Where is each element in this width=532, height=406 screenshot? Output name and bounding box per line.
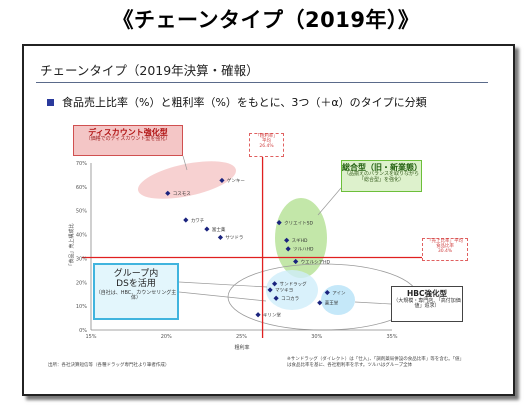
source-footnote: 出所：各社決算短信等（各種ドラッグ専門社より筆者作成）	[48, 363, 170, 368]
general-ellipse	[275, 198, 327, 278]
data-point	[255, 312, 261, 318]
y-tick-label: 50%	[76, 209, 87, 215]
general-callout: 総合型（旧・新業態） （品揃えのバランスを取りながら「総合型」を強化）	[341, 160, 422, 192]
data-point	[267, 287, 273, 293]
discount-callout: ディスカウント強化型 （価格でのディスカウント型を強化）	[73, 125, 183, 156]
avg-food-line1: 「売上比率」平均	[427, 239, 463, 244]
data-point	[272, 281, 278, 287]
data-point	[293, 258, 299, 265]
y-tick-label: 10%	[76, 304, 87, 310]
data-point-label: サツドラ	[225, 235, 243, 241]
x-tick-label: 30%	[311, 334, 322, 340]
avg-margin-line1: 「粗利率」	[255, 134, 278, 139]
avg-margin-line2: 平均	[262, 139, 271, 145]
data-point-label: スギHD	[292, 238, 308, 244]
data-point	[217, 234, 224, 241]
data-point-label: アイン	[332, 290, 346, 296]
x-tick-label: 25%	[236, 334, 247, 340]
data-point	[285, 246, 291, 252]
avg-margin-callout: 「粗利率」 平均 26.4%	[249, 133, 284, 157]
data-point-label: マツキヨ	[275, 288, 293, 294]
page-title: 《チェーンタイプ（2019年）》	[112, 8, 420, 32]
note-footnote: ※サンドラッグ（ダイレクト）は「仕入」、「調剤薬局併設の食品比率」等を含む。「値…	[287, 357, 465, 368]
avg-margin-value: 26.4%	[259, 144, 274, 150]
group-ds-ellipse-inner	[266, 270, 318, 310]
x-tick-label: 20%	[161, 334, 172, 340]
group-ds-callout: グループ内 DSを活用 （自社は、HBC、カウンセリング主体）	[93, 263, 179, 320]
y-tick-label: 70%	[76, 161, 87, 167]
data-point-label: コスモス	[173, 191, 191, 197]
y-tick-label: 0%	[79, 328, 87, 334]
data-point-label: キリン堂	[263, 312, 281, 319]
hbc-callout-sub: （大規模・専門店、「高付加価値」追求）	[393, 297, 461, 310]
slide-subtitle: 食品売上比率（%）と粗利率（%）をもとに、3つ（＋α）のタイプに分類	[62, 96, 427, 109]
general-callout-sub: （品揃えのバランスを取りながら「総合型」を強化）	[344, 171, 419, 183]
avg-food-ratio-callout: 「売上比率」平均 食品比率 30.4%	[422, 238, 468, 261]
y-tick-label: 20%	[76, 280, 87, 286]
general-callout-title: 総合型（旧・新業態）	[342, 163, 422, 172]
data-point-label: サンドラッグ	[280, 281, 307, 288]
group-ds-callout-sub: （自社は、HBC、カウンセリング主体）	[95, 289, 177, 302]
y-tick-label: 60%	[76, 185, 87, 191]
data-point	[324, 289, 330, 296]
y-axis-label: 「食品」売上構成比	[68, 223, 75, 268]
discount-callout-title: ディスカウント強化型	[88, 128, 168, 137]
data-point-label: クリエイトSD	[284, 220, 313, 226]
data-point-label: ゲンキー	[227, 177, 245, 184]
data-point	[219, 177, 225, 184]
data-point	[273, 295, 279, 301]
x-tick-label: 15%	[85, 334, 96, 340]
data-point	[204, 226, 210, 232]
data-point	[284, 237, 290, 243]
x-axis-label: 粗利率	[234, 344, 249, 351]
y-tick-label: 40%	[76, 233, 87, 239]
data-point-label: ツルハHD	[293, 247, 314, 253]
data-point	[183, 217, 189, 223]
data-point	[276, 220, 282, 226]
hbc-ellipse	[321, 285, 355, 315]
header-divider	[36, 82, 488, 83]
avg-food-line2: 食品比率	[436, 244, 454, 250]
avg-food-value: 30.4%	[437, 249, 453, 255]
hbc-callout-title: HBC強化型	[407, 289, 447, 298]
x-tick-label: 35%	[386, 334, 397, 340]
group-ds-callout-title: グループ内 DSを活用	[113, 269, 159, 290]
discount-callout-sub: （価格でのディスカウント型を強化）	[85, 136, 171, 143]
hbc-callout: HBC強化型 （大規模・専門店、「高付加価値」追求）	[391, 286, 463, 322]
discount-ellipse	[137, 161, 237, 199]
data-point-label: 薬王堂	[325, 300, 339, 307]
slide-header: チェーンタイプ（2019年決算・確報）	[40, 63, 259, 78]
data-point-label: ココカラ	[281, 296, 299, 302]
data-point-label: カワチ	[191, 218, 205, 224]
y-tick-label: 30%	[76, 256, 87, 262]
data-point	[317, 300, 323, 306]
data-point	[165, 190, 171, 196]
data-point-label: 富士薬	[212, 226, 226, 233]
data-point-label: ウエルシアHD	[301, 258, 331, 265]
bullet-icon	[47, 99, 54, 106]
slide-frame	[22, 44, 515, 396]
